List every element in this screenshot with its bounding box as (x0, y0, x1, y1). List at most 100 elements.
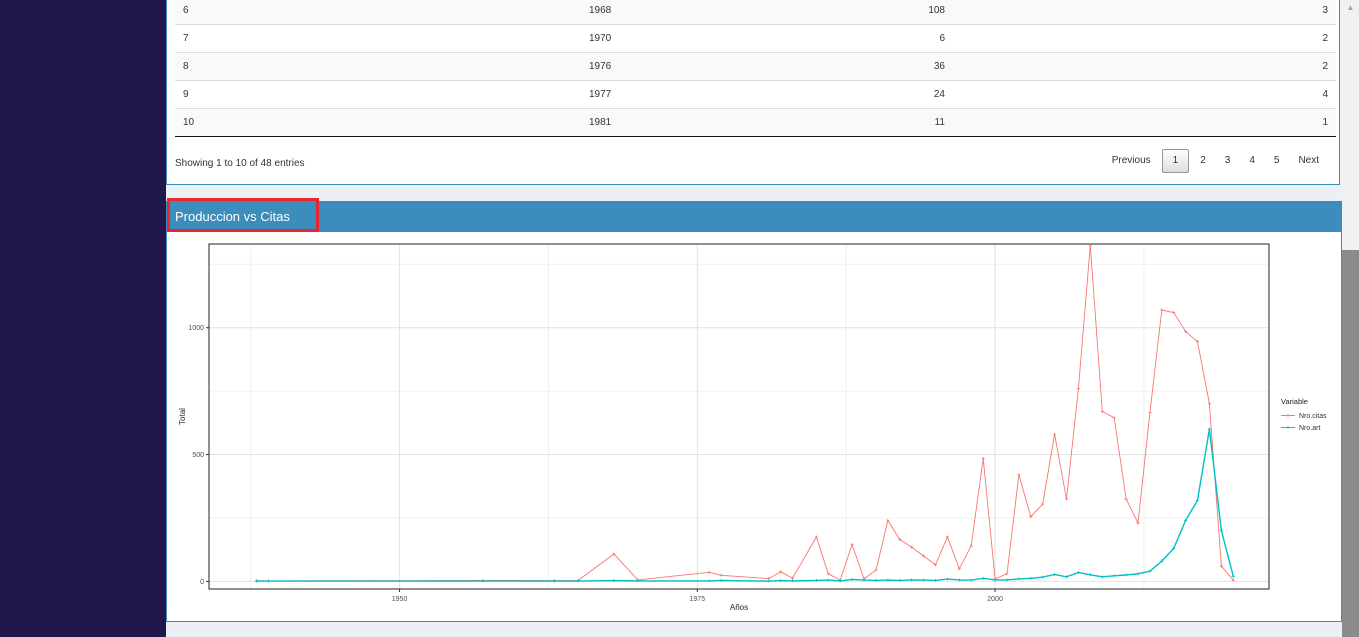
data-point (862, 578, 866, 582)
cell-year: 1981 (581, 108, 757, 137)
data-point (886, 578, 890, 582)
data-point (981, 456, 985, 460)
chart-box-header: Produccion vs Citas (167, 202, 1341, 232)
data-point (707, 570, 711, 574)
vertical-scrollbar[interactable]: ▲ (1342, 0, 1359, 637)
table-row: 9 1977 24 4 (175, 80, 1336, 109)
data-point (874, 578, 878, 582)
chart-box-title: Produccion vs Citas (175, 209, 290, 224)
highlight-annotation (167, 198, 319, 232)
data-point (481, 579, 485, 583)
cell-citas: 6 (757, 24, 953, 53)
data-point (1100, 575, 1104, 579)
y-tick-label: 0 (200, 579, 204, 586)
data-point (719, 573, 723, 577)
data-table: 6 1968 108 3 7 1970 6 2 8 1976 36 2 9 19… (175, 0, 1336, 137)
data-point (1148, 411, 1152, 415)
cell-year: 1977 (581, 80, 757, 109)
data-point (1065, 497, 1069, 501)
table-row: 7 1970 6 2 (175, 24, 1336, 53)
data-point (552, 579, 556, 583)
data-point (945, 577, 949, 581)
cell-year: 1970 (581, 24, 757, 53)
data-point (612, 579, 616, 583)
previous-button[interactable]: Previous (1111, 155, 1151, 166)
table-row: 6 1968 108 3 (175, 0, 1336, 25)
data-point (779, 570, 783, 574)
data-point (814, 578, 818, 582)
data-point (1196, 340, 1200, 344)
data-point (1172, 546, 1176, 550)
data-point (612, 552, 616, 556)
next-button[interactable]: Next (1298, 155, 1319, 166)
data-point (1231, 578, 1235, 582)
page-5-button[interactable]: 5 (1273, 155, 1280, 166)
legend-key-marker (1286, 414, 1290, 417)
data-point (838, 579, 842, 583)
data-point (898, 538, 902, 542)
legend-key-marker (1286, 426, 1290, 429)
data-point (1088, 243, 1092, 247)
data-point (267, 579, 271, 583)
data-point (1231, 574, 1235, 578)
data-point (1017, 473, 1021, 477)
data-point (791, 579, 795, 583)
data-point (1088, 573, 1092, 577)
scroll-up-icon[interactable]: ▲ (1346, 2, 1355, 12)
page-3-button[interactable]: 3 (1224, 155, 1231, 166)
data-point (1207, 402, 1211, 406)
page-1-button[interactable]: 1 (1161, 149, 1190, 173)
data-point (874, 568, 878, 572)
data-point (576, 579, 580, 583)
cell-id: 6 (175, 0, 581, 25)
page-4-button[interactable]: 4 (1249, 155, 1255, 166)
page-2-button[interactable]: 2 (1200, 155, 1206, 166)
data-point (850, 543, 854, 547)
data-point (1112, 416, 1116, 420)
data-point (1076, 571, 1080, 575)
data-point (814, 535, 818, 539)
data-point (945, 535, 949, 539)
pagination: Previous 1 2 3 4 5 Next (1101, 149, 1327, 173)
data-point (1124, 497, 1128, 501)
data-point (1053, 573, 1057, 577)
data-point (1219, 529, 1223, 533)
cell-art: 4 (953, 80, 1336, 109)
data-point (707, 579, 711, 583)
x-tick-label: 1950 (392, 596, 408, 603)
table-row: 10 1981 11 1 (175, 108, 1336, 137)
cell-art: 1 (953, 108, 1336, 137)
cell-id: 7 (175, 24, 581, 53)
data-point (1184, 519, 1188, 523)
scrollbar-thumb[interactable] (1342, 250, 1359, 637)
sidebar (0, 0, 166, 637)
data-point (1124, 573, 1128, 577)
data-point (826, 572, 830, 576)
data-point (1219, 564, 1223, 568)
data-point (719, 578, 723, 582)
data-point (910, 545, 914, 549)
y-tick-label: 1000 (188, 325, 204, 332)
data-point (767, 579, 771, 583)
cell-citas: 36 (757, 52, 953, 81)
y-axis-label: Total (178, 408, 187, 425)
cell-year: 1968 (581, 0, 757, 25)
data-point (1017, 577, 1021, 581)
data-point (1029, 515, 1033, 519)
data-point (886, 519, 890, 523)
data-point (767, 577, 771, 581)
data-point (957, 567, 961, 571)
data-point (1136, 572, 1140, 576)
cell-id: 9 (175, 80, 581, 109)
series-line-Nro.art (256, 429, 1234, 582)
data-point (850, 577, 854, 581)
data-point (1196, 498, 1200, 502)
cell-citas: 108 (757, 0, 953, 25)
data-point (1100, 409, 1104, 413)
data-point (1041, 575, 1045, 579)
cell-id: 10 (175, 108, 581, 137)
data-point (636, 579, 640, 583)
legend-title: Variable (1281, 397, 1308, 406)
data-point (1184, 330, 1188, 334)
data-point (993, 578, 997, 582)
